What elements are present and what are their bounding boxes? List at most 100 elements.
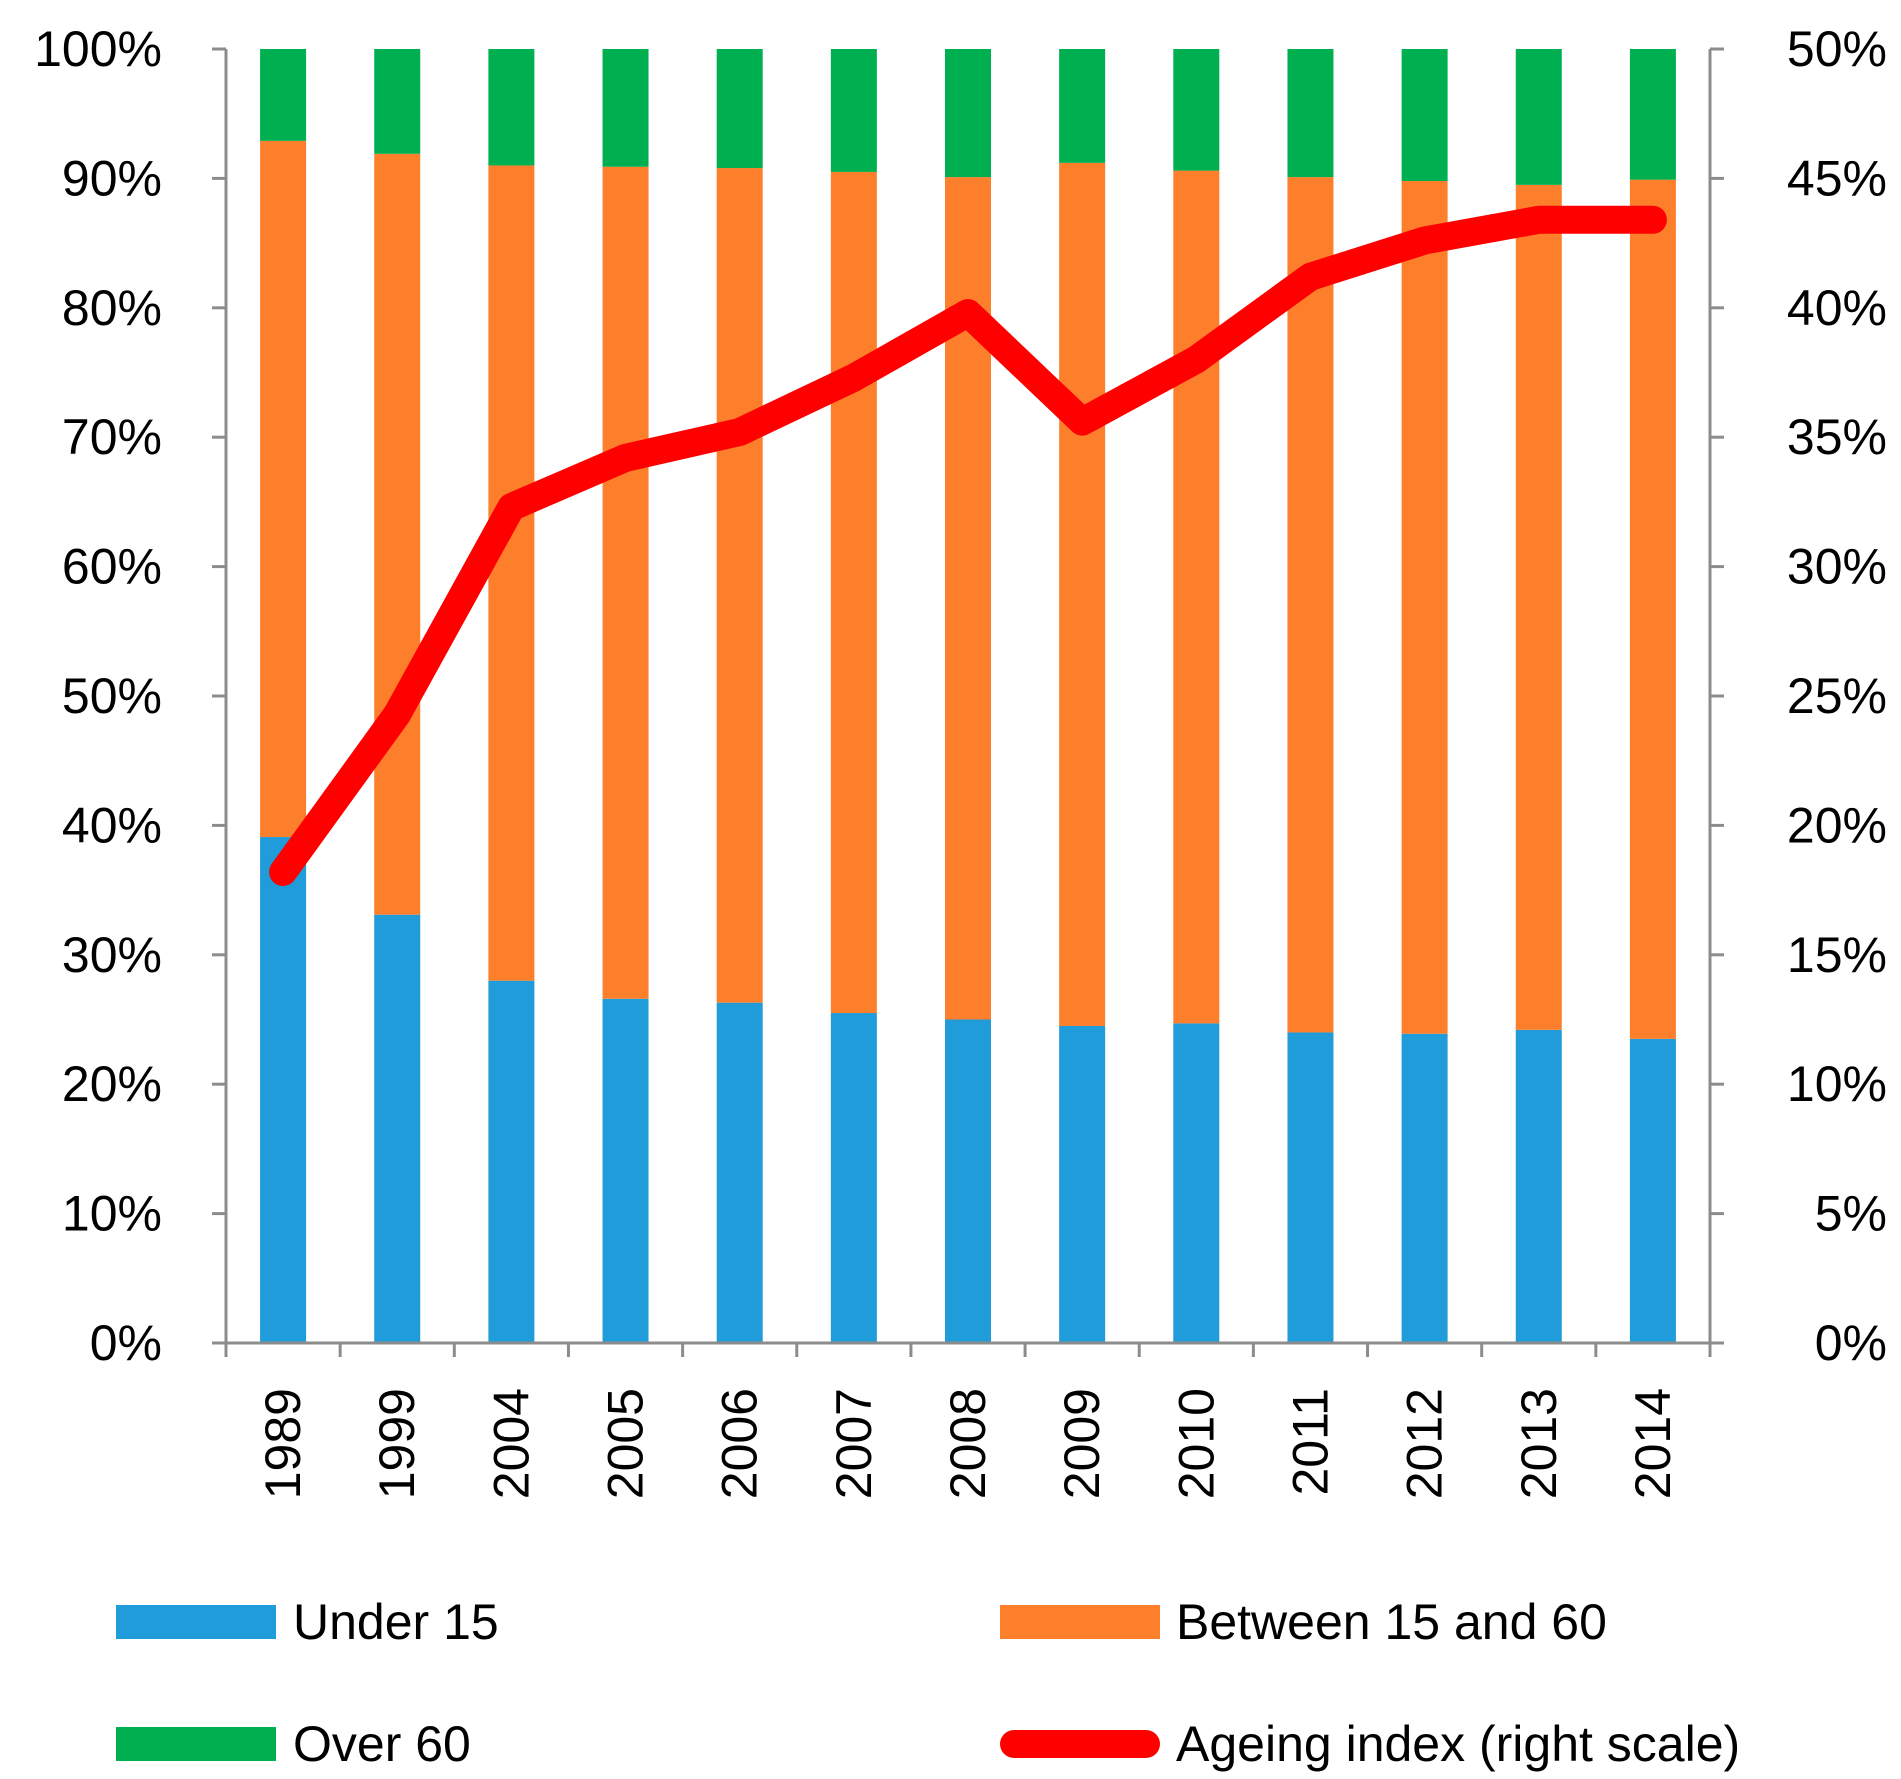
bar-between-15-and-60-2009 [1059, 162, 1106, 1026]
left-tick-label: 100% [34, 21, 162, 77]
bar-over-60-2013 [1515, 49, 1562, 185]
bar-over-60-2012 [1401, 49, 1448, 181]
x-tick-label: 2012 [1397, 1388, 1453, 1499]
ageing-index-point-2005 [625, 457, 627, 459]
ageing-index-point-2014 [1652, 219, 1654, 221]
left-tick-label: 30% [62, 927, 162, 983]
x-tick-label: 2008 [940, 1388, 996, 1499]
bars-layer [260, 49, 1676, 1343]
left-tick-label: 40% [62, 797, 162, 853]
right-tick-label: 0% [1815, 1315, 1887, 1371]
bar-between-15-and-60-2007 [830, 171, 877, 1014]
x-tick-label: 1999 [369, 1388, 425, 1499]
bar-over-60-2005 [602, 49, 649, 167]
ageing-index-point-2010 [1195, 359, 1197, 361]
bar-under-15-2006 [716, 1002, 763, 1343]
x-tick-label: 2013 [1511, 1388, 1567, 1499]
left-tick-label: 20% [62, 1056, 162, 1112]
bar-under-15-2004 [488, 980, 535, 1343]
bar-over-60-2007 [830, 49, 877, 172]
left-tick-label: 70% [62, 409, 162, 465]
bar-between-15-and-60-2010 [1173, 170, 1220, 1024]
bar-over-60-2010 [1173, 49, 1220, 171]
x-tick-label: 2004 [483, 1388, 539, 1499]
left-tick-label: 0% [90, 1315, 162, 1371]
ageing-index-point-2011 [1309, 276, 1311, 278]
x-tick-label: 2007 [826, 1388, 882, 1499]
bar-between-15-and-60-2006 [716, 168, 763, 1003]
right-tick-label: 10% [1787, 1056, 1887, 1112]
x-tick-label: 2006 [712, 1388, 768, 1499]
bar-under-15-2008 [945, 1019, 991, 1343]
ageing-index-point-1989 [282, 871, 284, 873]
bar-between-15-and-60-2013 [1515, 184, 1562, 1030]
line-layer [269, 205, 1667, 886]
ageing-index-point-2012 [1424, 240, 1426, 242]
right-tick-label: 15% [1787, 927, 1887, 983]
right-tick-label: 40% [1787, 280, 1887, 336]
bar-over-60-2011 [1287, 49, 1334, 178]
bar-under-15-2014 [1629, 1038, 1676, 1343]
bar-over-60-2004 [488, 49, 535, 166]
bar-between-15-and-60-2014 [1629, 179, 1676, 1039]
x-tick-label: 2010 [1168, 1388, 1224, 1499]
bar-between-15-and-60-1999 [374, 153, 421, 915]
legend-label-under-15: Under 15 [293, 1594, 499, 1650]
legend-swatch-under-15 [116, 1605, 276, 1639]
bar-between-15-and-60-2012 [1401, 180, 1448, 1034]
ageing-index-point-2007 [853, 377, 855, 379]
right-tick-label: 45% [1787, 150, 1887, 206]
axes-layer [212, 47, 1724, 1357]
bar-between-15-and-60-1989 [260, 140, 307, 838]
bar-over-60-2008 [945, 49, 991, 178]
bar-under-15-2009 [1059, 1025, 1106, 1343]
bar-under-15-2011 [1287, 1032, 1334, 1343]
bar-under-15-2005 [602, 998, 649, 1343]
x-tick-label: 2011 [1282, 1388, 1338, 1496]
left-tick-label: 10% [62, 1186, 162, 1242]
ageing-index-point-2006 [739, 431, 741, 433]
x-tick-label: 2009 [1054, 1388, 1110, 1499]
bar-over-60-2014 [1629, 49, 1676, 180]
bar-between-15-and-60-2011 [1287, 177, 1334, 1033]
x-tick-label: 1989 [255, 1388, 311, 1499]
right-tick-label: 30% [1787, 539, 1887, 595]
bar-under-15-2012 [1401, 1033, 1448, 1343]
legend-label-between-15-and-60: Between 15 and 60 [1176, 1594, 1607, 1650]
ageing-index-point-2008 [967, 312, 969, 314]
labels-layer: 0% 10% 20% 30% 40% 50% 60% 70% 80% 90% 100% 0% 5% 10%… [34, 21, 1887, 1499]
bar-over-60-1989 [260, 49, 307, 141]
left-tick-label: 50% [62, 668, 162, 724]
left-tick-label: 90% [62, 150, 162, 206]
legend-swatch-over-60 [116, 1727, 276, 1761]
bar-under-15-2013 [1515, 1029, 1562, 1343]
bar-over-60-1999 [374, 49, 421, 154]
bar-under-15-1989 [260, 837, 307, 1343]
legend-label-ageing-index-right-scale: Ageing index (right scale) [1176, 1716, 1740, 1772]
legend-swatch-between-15-and-60 [1000, 1605, 1160, 1639]
bar-between-15-and-60-2004 [488, 165, 535, 981]
left-tick-label: 60% [62, 539, 162, 595]
bar-under-15-2007 [830, 1013, 877, 1343]
legend: Under 15 Between 15 and 60 Over 60 Ageing i… [116, 1594, 1740, 1772]
right-tick-label: 5% [1815, 1186, 1887, 1242]
bar-between-15-and-60-2005 [602, 166, 649, 999]
x-tick-label: 2014 [1625, 1388, 1681, 1499]
right-tick-label: 35% [1787, 409, 1887, 465]
ageing-index-point-2009 [1081, 421, 1083, 423]
right-tick-label: 20% [1787, 797, 1887, 853]
bar-over-60-2006 [716, 49, 763, 169]
bar-over-60-2009 [1059, 49, 1106, 163]
ageing-index-point-1999 [396, 713, 398, 715]
bar-under-15-1999 [374, 914, 421, 1343]
ageing-index-line [269, 205, 1667, 886]
right-tick-label: 50% [1787, 21, 1887, 77]
legend-label-over-60: Over 60 [293, 1716, 471, 1772]
left-tick-label: 80% [62, 280, 162, 336]
ageing-index-point-2004 [510, 506, 512, 508]
right-tick-label: 25% [1787, 668, 1887, 724]
x-tick-label: 2005 [598, 1388, 654, 1499]
ageing-index-point-2013 [1538, 219, 1540, 221]
bar-under-15-2010 [1173, 1023, 1220, 1343]
